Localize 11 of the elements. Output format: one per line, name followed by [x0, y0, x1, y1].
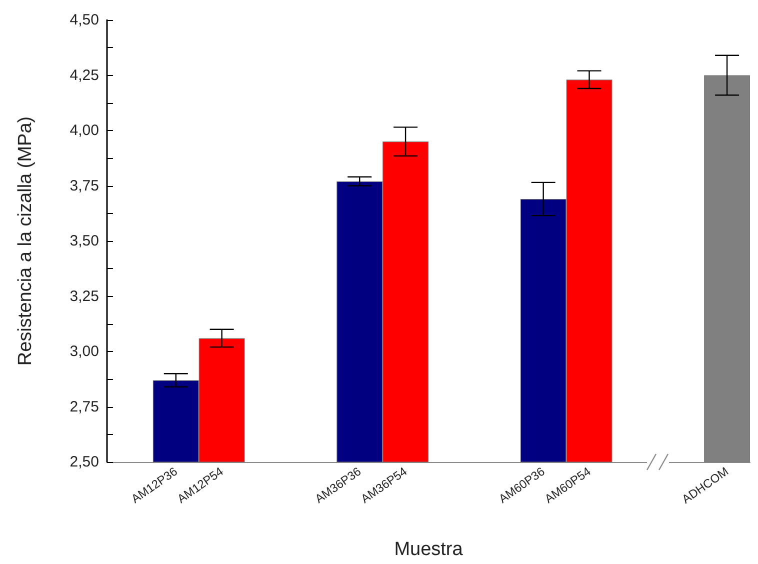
y-tick-label: 4,50: [70, 12, 99, 28]
y-tick-label: 2,50: [70, 454, 99, 470]
y-axis-title: Resistencia a la cizalla (MPa): [15, 116, 36, 366]
y-tick-label: 3,50: [70, 232, 99, 250]
y-tick-label: 3,25: [70, 288, 99, 305]
y-tick-label: 3,00: [70, 343, 99, 360]
y-tick-label: 4,00: [70, 122, 99, 139]
x-axis-title: Muestra: [394, 539, 464, 560]
y-tick-label: 3,75: [70, 177, 99, 194]
y-tick-label: 4,25: [70, 66, 99, 84]
y-tick-label: 2,75: [70, 398, 99, 416]
